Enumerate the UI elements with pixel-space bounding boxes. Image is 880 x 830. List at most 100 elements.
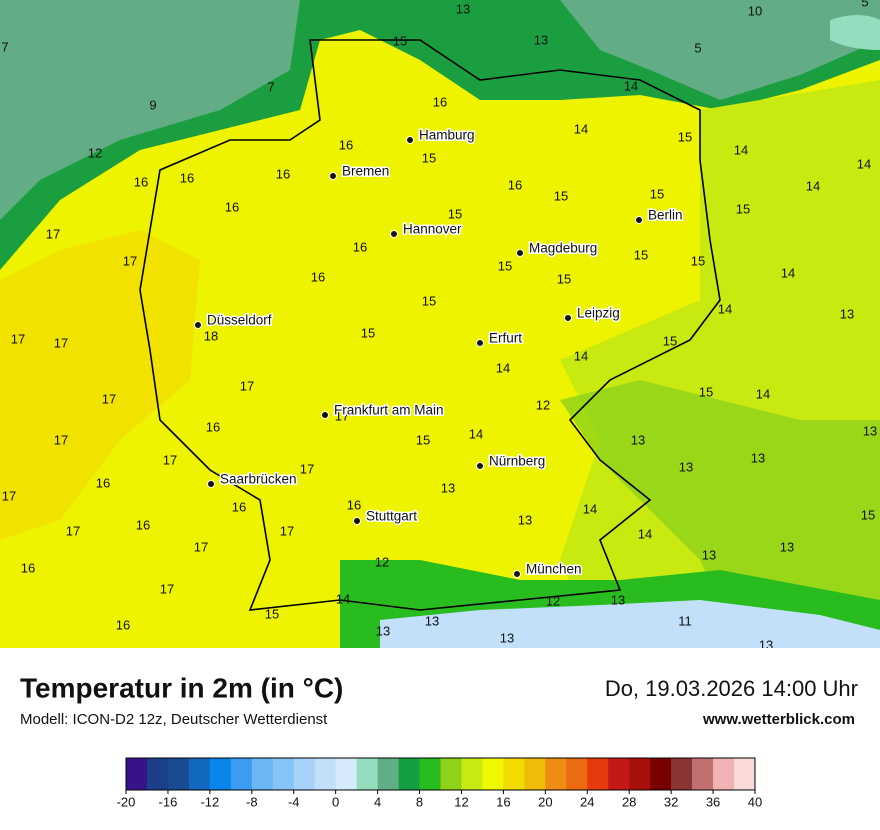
city-dot	[321, 411, 329, 419]
north-sea	[0, 0, 300, 220]
temperature-label: 5	[694, 40, 701, 55]
temperature-label: 13	[456, 1, 470, 16]
colorbar-cell	[503, 758, 525, 790]
temperature-label: 13	[518, 512, 532, 527]
temperature-label: 16	[311, 269, 325, 284]
temperature-label: 16	[225, 199, 239, 214]
temperature-label: 13	[863, 423, 877, 438]
colorbar-cell	[461, 758, 483, 790]
colorbar-cell	[209, 758, 232, 790]
map-title: Temperatur in 2m (in °C)	[20, 672, 343, 703]
temperature-label: 16	[21, 560, 35, 575]
colorbar-tick-label: 4	[374, 794, 381, 809]
colorbar-cell	[545, 758, 567, 790]
temperature-label: 17	[54, 432, 68, 447]
temperature-label: 16	[433, 94, 447, 109]
colorbar-cell	[650, 758, 672, 790]
temperature-label: 15	[448, 206, 462, 221]
colorbar-cell	[524, 758, 546, 790]
temperature-label: 14	[624, 78, 638, 93]
temperature-label: 15	[663, 333, 677, 348]
temperature-label: 15	[650, 186, 664, 201]
temperature-label: 14	[638, 526, 652, 541]
temperature-label: 16	[232, 499, 246, 514]
colorbar-cell	[587, 758, 609, 790]
temperature-label: 16	[276, 166, 290, 181]
temperature-label: 15	[422, 150, 436, 165]
temperature-label: 15	[861, 507, 875, 522]
temperature-label: 16	[339, 137, 353, 152]
colorbar-cell	[377, 758, 399, 790]
colorbar-cell	[713, 758, 735, 790]
temperature-label: 12	[546, 593, 560, 608]
temperature-label: 13	[780, 539, 794, 554]
colorbar-tick-label: -8	[246, 794, 258, 809]
temperature-label: 15	[265, 606, 279, 621]
temperature-label: 17	[102, 391, 116, 406]
temperature-label: 15	[736, 201, 750, 216]
colorbar-cell	[335, 758, 357, 790]
temperature-label: 16	[136, 517, 150, 532]
temperature-label: 10	[748, 3, 762, 18]
temperature-label: 16	[347, 497, 361, 512]
colorbar-cell	[398, 758, 420, 790]
city-dot	[207, 480, 215, 488]
temperature-label: 12	[536, 397, 550, 412]
website[interactable]: www.wetterblick.com	[702, 711, 855, 728]
colorbar-tick-label: -20	[117, 794, 136, 809]
city-dot	[635, 216, 643, 224]
temperature-label: 7	[1, 39, 8, 54]
city-name: Bremen	[342, 164, 389, 179]
colorbar-tick-label: -4	[288, 794, 300, 809]
temperature-label: 17	[163, 452, 177, 467]
colorbar-tick-label: 36	[706, 794, 720, 809]
colorbar-cell	[692, 758, 714, 790]
colorbar-tick-label: 28	[622, 794, 636, 809]
baltic-patch	[830, 15, 880, 50]
city-dot	[406, 136, 414, 144]
temperature-label: 13	[702, 547, 716, 562]
czech-highlands	[560, 380, 880, 648]
colorbar-tick-label: 24	[580, 794, 594, 809]
temperature-label: 15	[699, 384, 713, 399]
temperature-label: 17	[46, 226, 60, 241]
temperature-label: 11	[678, 613, 692, 628]
temperature-label: 13	[500, 630, 514, 645]
temperature-label: 17	[123, 253, 137, 268]
temperature-label: 15	[422, 293, 436, 308]
temperature-label: 7	[267, 79, 274, 94]
temperature-labels: 7 13 10 5 15 13 5 9 7 16 14 14 15 14 14 12 16 15 16 16 16 16 1…	[1, 0, 877, 652]
temperature-label: 14	[574, 348, 588, 363]
temperature-label: 17	[280, 523, 294, 538]
map	[0, 0, 880, 648]
temperature-label: 16	[116, 617, 130, 632]
colorbar-cell	[272, 758, 295, 790]
temperature-label: 14	[574, 121, 588, 136]
temperature-label: 17	[300, 461, 314, 476]
temperature-label: 14	[583, 501, 597, 516]
city-name: Hannover	[403, 222, 462, 237]
temperature-label: 15	[554, 188, 568, 203]
colorbar-frame	[125, 757, 756, 791]
temperature-label: 16	[206, 419, 220, 434]
colorbar-cell	[251, 758, 274, 790]
temperature-label: 14	[756, 386, 770, 401]
city-name: Magdeburg	[529, 241, 597, 256]
city-name: Stuttgart	[366, 509, 417, 524]
colorbar-cell	[440, 758, 462, 790]
temperature-label: 14	[496, 360, 510, 375]
temperature-label: 15	[393, 33, 407, 48]
colorbar-cell	[671, 758, 693, 790]
temperature-label: 13	[425, 613, 439, 628]
temperature-label: 16	[96, 475, 110, 490]
city-name: Erfurt	[489, 331, 522, 346]
temperature-label: 14	[469, 426, 483, 441]
colorbar-tick-label: 8	[416, 794, 423, 809]
city-name: Düsseldorf	[207, 313, 272, 328]
temperature-label: 12	[375, 554, 389, 569]
colorbar-tick-label: -12	[200, 794, 219, 809]
temperature-label: 13	[631, 432, 645, 447]
colorbar-tick-label: 12	[454, 794, 468, 809]
forecast-date: Do, 19.03.2026 14:00 Uhr	[605, 676, 858, 701]
temperature-label: 13	[840, 306, 854, 321]
